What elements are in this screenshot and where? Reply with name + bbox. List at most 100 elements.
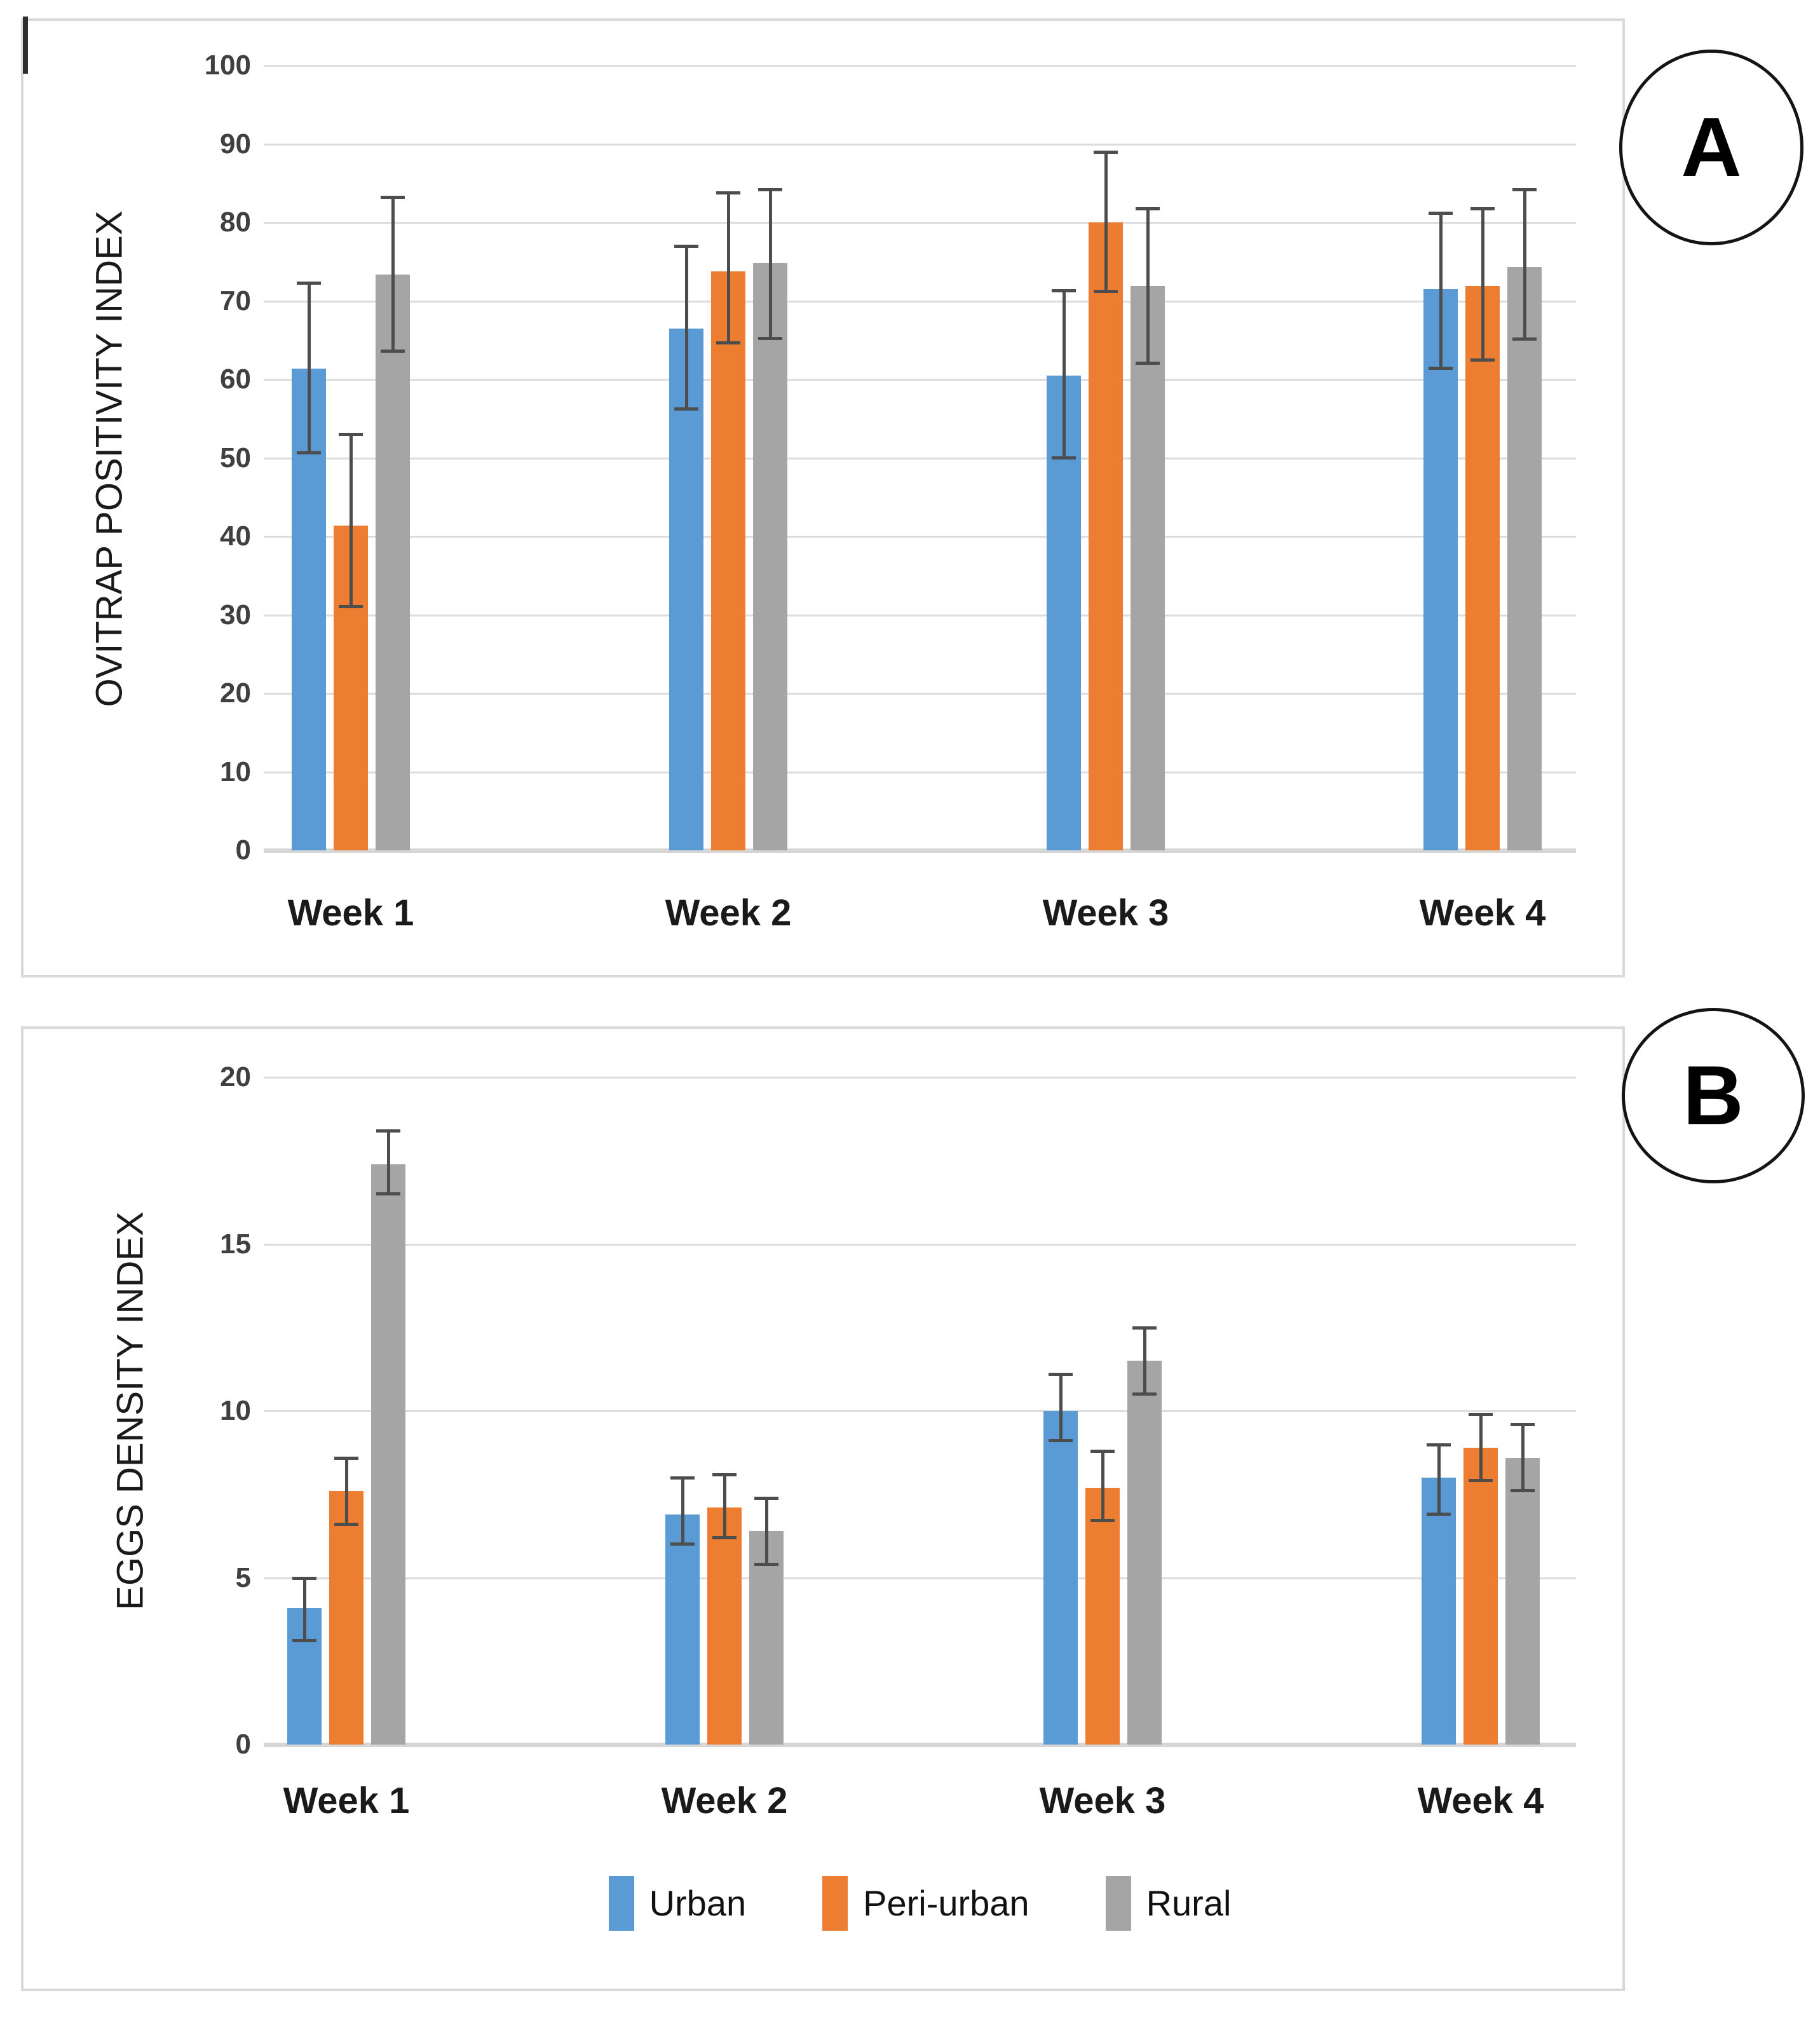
legend-item-urban: Urban — [608, 1876, 746, 1931]
error-bar-line — [1104, 151, 1108, 292]
gridline — [264, 1077, 1576, 1079]
y-tick-label: 20 — [220, 677, 251, 709]
error-bar-cap-bottom — [381, 349, 405, 353]
error-bar-cap-top — [1470, 207, 1495, 210]
error-bar-line — [1143, 1327, 1146, 1394]
y-tick-label: 10 — [220, 1395, 251, 1426]
error-bar-line — [344, 1457, 348, 1525]
error-bar-cap-top — [712, 1473, 737, 1476]
error-bar-cap-bottom — [674, 407, 698, 411]
panel-a-label-circle: A — [1619, 50, 1803, 245]
error-bar-line — [1146, 208, 1150, 364]
error-bar-cap-top — [1090, 1450, 1115, 1453]
error-bar-cap-bottom — [754, 1562, 778, 1566]
bar-peri-urban-week-4 — [1465, 286, 1500, 850]
error-bar-cap-bottom — [334, 1522, 358, 1526]
x-category-label: Week 2 — [665, 892, 792, 934]
panel-b-label-circle: B — [1622, 1008, 1805, 1183]
panel-a — [21, 18, 1625, 977]
error-bar-line — [1479, 1414, 1483, 1481]
y-tick-label: 0 — [235, 1729, 251, 1760]
gridline — [264, 536, 1576, 538]
error-bar-cap-bottom — [1049, 1439, 1073, 1443]
error-bar-cap-top — [1511, 1423, 1535, 1426]
error-bar-line — [726, 193, 730, 344]
y-tick-label: 5 — [235, 1562, 251, 1593]
bar-rural-week-3 — [1127, 1361, 1162, 1745]
error-bar-line — [768, 189, 772, 339]
bar-rural-week-4 — [1507, 267, 1542, 850]
error-bar-cap-bottom — [376, 1192, 400, 1195]
error-bar-cap-bottom — [1052, 456, 1076, 459]
gridline — [264, 614, 1576, 616]
error-bar-cap-top — [1052, 289, 1076, 293]
error-bar-cap-bottom — [1136, 362, 1160, 365]
error-bar-line — [764, 1497, 768, 1565]
panel-b — [21, 1026, 1625, 1991]
gridline — [264, 143, 1576, 146]
y-tick-label: 100 — [204, 50, 251, 81]
error-bar-cap-top — [1049, 1373, 1073, 1377]
peri-urban-swatch-icon — [822, 1876, 848, 1931]
error-bar-cap-top — [754, 1496, 778, 1500]
error-bar-cap-top — [1469, 1413, 1493, 1417]
bar-peri-urban-week-2 — [711, 271, 745, 850]
error-bar-cap-bottom — [1429, 366, 1453, 370]
bar-urban-week-3 — [1043, 1411, 1078, 1745]
y-tick-label: 60 — [220, 364, 251, 395]
error-bar-line — [1523, 189, 1526, 339]
bar-rural-week-4 — [1505, 1457, 1540, 1745]
urban-swatch-icon — [608, 1876, 634, 1931]
y-tick-label: 10 — [220, 756, 251, 787]
y-tick-label: 70 — [220, 285, 251, 316]
legend-item-rural: Rural — [1105, 1876, 1232, 1931]
error-bar-cap-bottom — [1470, 358, 1495, 362]
error-bar-cap-bottom — [1132, 1392, 1157, 1396]
bar-peri-urban-week-2 — [707, 1507, 742, 1745]
error-bar-cap-top — [292, 1576, 316, 1580]
error-bar-cap-bottom — [1469, 1479, 1493, 1483]
legend-label-rural: Rural — [1146, 1883, 1232, 1923]
bar-urban-week-4 — [1422, 1478, 1456, 1745]
error-bar-cap-bottom — [297, 451, 321, 455]
error-bar-line — [681, 1478, 684, 1544]
gridline — [264, 1410, 1576, 1412]
x-category-label: Week 3 — [1039, 1780, 1166, 1821]
error-bar-cap-top — [1132, 1326, 1157, 1330]
error-bar-cap-bottom — [339, 605, 363, 609]
y-tick-label: 90 — [220, 128, 251, 160]
error-bar-cap-bottom — [716, 341, 740, 345]
gridline — [264, 457, 1576, 459]
error-bar-cap-top — [334, 1456, 358, 1460]
error-bar-line — [1101, 1451, 1104, 1521]
legend-item-peri-urban: Peri-urban — [822, 1876, 1029, 1931]
panel-a-letter: A — [1681, 100, 1742, 194]
chart-legend: Urban Peri-urban Rural — [264, 1876, 1576, 1931]
gridline — [264, 65, 1576, 67]
bar-rural-week-2 — [753, 263, 787, 850]
gridline — [264, 379, 1576, 381]
error-bar-line — [1437, 1444, 1441, 1514]
error-bar-line — [723, 1474, 726, 1538]
bar-urban-week-4 — [1423, 289, 1458, 850]
gridline — [264, 1577, 1576, 1579]
panel-b-letter: B — [1683, 1049, 1744, 1142]
error-bar-cap-bottom — [712, 1535, 737, 1539]
bar-peri-urban-week-3 — [1089, 222, 1123, 850]
error-bar-cap-top — [1136, 207, 1160, 210]
error-bar-cap-bottom — [1512, 337, 1537, 341]
error-bar-line — [386, 1131, 390, 1194]
panel-b-y-axis-title: EGGS DENSITY INDEX — [109, 1211, 151, 1610]
cursor-artifact — [23, 17, 28, 74]
error-bar-line — [307, 283, 311, 454]
error-bar-line — [349, 434, 353, 608]
x-axis-line — [264, 1743, 1576, 1747]
error-bar-cap-bottom — [1511, 1489, 1535, 1492]
error-bar-cap-top — [1427, 1443, 1451, 1446]
legend-label-peri-urban: Peri-urban — [863, 1883, 1029, 1923]
y-tick-label: 0 — [235, 834, 251, 866]
error-bar-cap-top — [1512, 188, 1537, 192]
error-bar-line — [1521, 1424, 1525, 1491]
gridline — [264, 222, 1576, 224]
bar-peri-urban-week-4 — [1463, 1447, 1498, 1745]
